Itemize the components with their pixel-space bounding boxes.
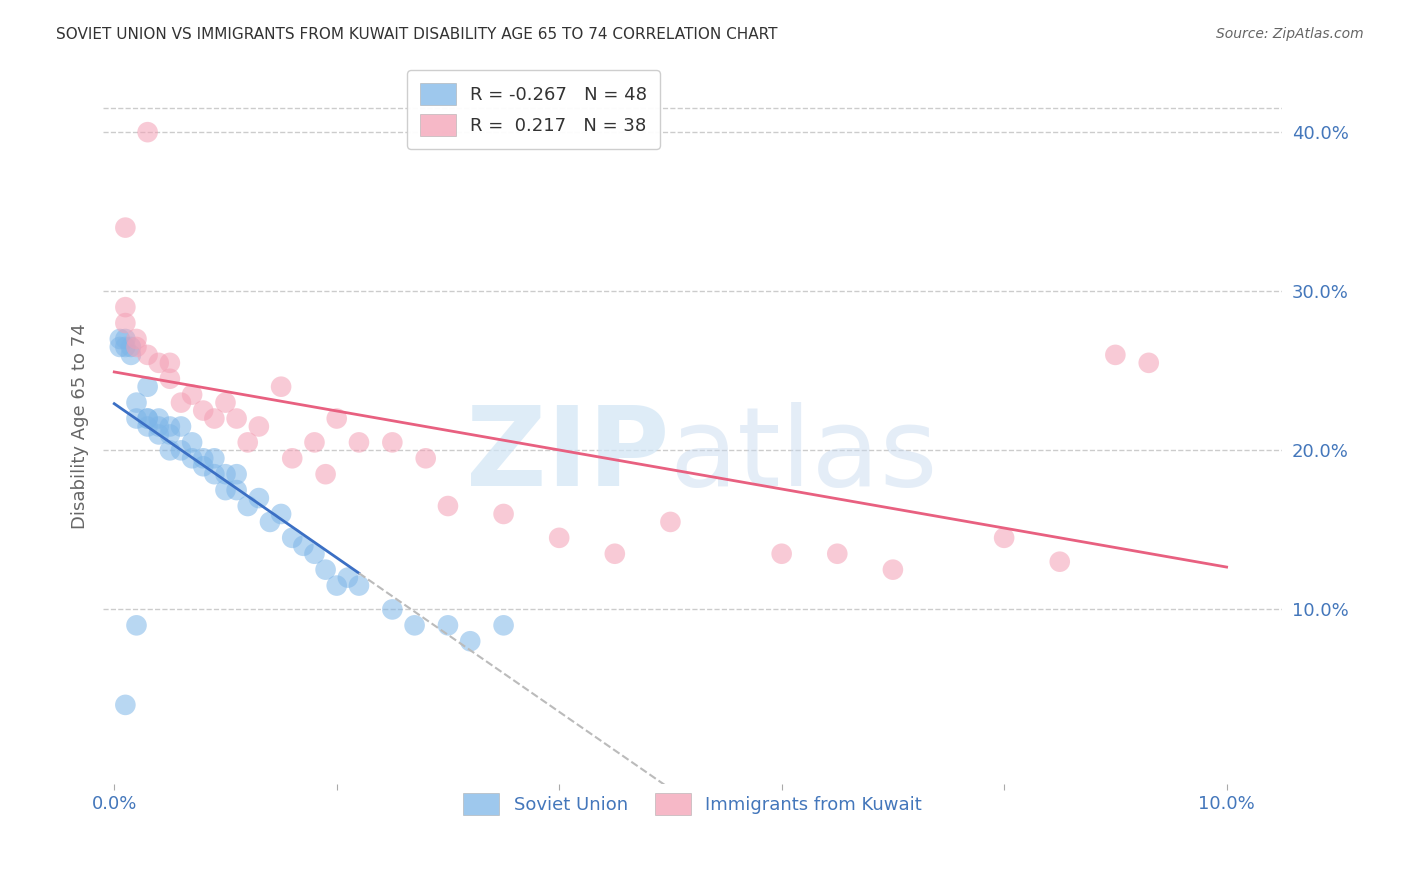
Point [170,395,193,409]
Point [114,340,136,354]
Point [114,300,136,314]
Point [114,698,136,712]
Point [125,332,148,346]
Point [125,395,148,409]
Legend: Soviet Union, Immigrants from Kuwait: Soviet Union, Immigrants from Kuwait [453,781,934,825]
Point [170,419,193,434]
Point [1137,356,1160,370]
Point [281,451,304,466]
Point [202,467,225,482]
Point [136,125,159,139]
Point [1049,555,1071,569]
Point [202,411,225,425]
Point [136,419,159,434]
Point [458,634,481,648]
Point [325,411,347,425]
Point [181,435,204,450]
Point [304,547,326,561]
Point [404,618,426,632]
Point [114,332,136,346]
Point [236,435,259,450]
Point [827,547,849,561]
Point [603,547,626,561]
Point [315,467,337,482]
Point [292,539,315,553]
Point [193,403,215,417]
Point [125,340,148,354]
Point [214,467,236,482]
Point [170,443,193,458]
Point [114,316,136,330]
Point [114,220,136,235]
Point [247,491,270,505]
Point [225,411,247,425]
Point [125,411,148,425]
Point [347,435,370,450]
Point [181,451,204,466]
Text: ZIP: ZIP [465,401,669,508]
Point [770,547,793,561]
Point [492,507,515,521]
Point [1104,348,1126,362]
Point [181,387,204,401]
Point [259,515,281,529]
Point [225,467,247,482]
Point [136,348,159,362]
Point [120,340,142,354]
Point [159,427,181,442]
Point [236,499,259,513]
Point [136,380,159,394]
Point [108,332,131,346]
Point [159,443,181,458]
Point [202,451,225,466]
Point [281,531,304,545]
Point [214,483,236,497]
Point [193,459,215,474]
Point [347,578,370,592]
Point [247,419,270,434]
Point [336,571,359,585]
Point [214,395,236,409]
Point [120,348,142,362]
Point [108,340,131,354]
Point [381,602,404,616]
Point [304,435,326,450]
Point [437,499,460,513]
Point [148,411,170,425]
Point [492,618,515,632]
Point [325,578,347,592]
Point [270,380,292,394]
Point [270,507,292,521]
Point [381,435,404,450]
Point [993,531,1015,545]
Point [148,427,170,442]
Point [225,483,247,497]
Point [148,356,170,370]
Text: Source: ZipAtlas.com: Source: ZipAtlas.com [1216,27,1364,41]
Text: atlas: atlas [669,401,938,508]
Point [159,419,181,434]
Point [148,419,170,434]
Point [415,451,437,466]
Point [659,515,682,529]
Point [315,563,337,577]
Point [136,411,159,425]
Y-axis label: Disability Age 65 to 74: Disability Age 65 to 74 [72,324,89,529]
Point [159,356,181,370]
Point [159,372,181,386]
Point [882,563,904,577]
Point [125,618,148,632]
Point [136,411,159,425]
Point [193,451,215,466]
Point [548,531,571,545]
Point [437,618,460,632]
Text: SOVIET UNION VS IMMIGRANTS FROM KUWAIT DISABILITY AGE 65 TO 74 CORRELATION CHART: SOVIET UNION VS IMMIGRANTS FROM KUWAIT D… [56,27,778,42]
